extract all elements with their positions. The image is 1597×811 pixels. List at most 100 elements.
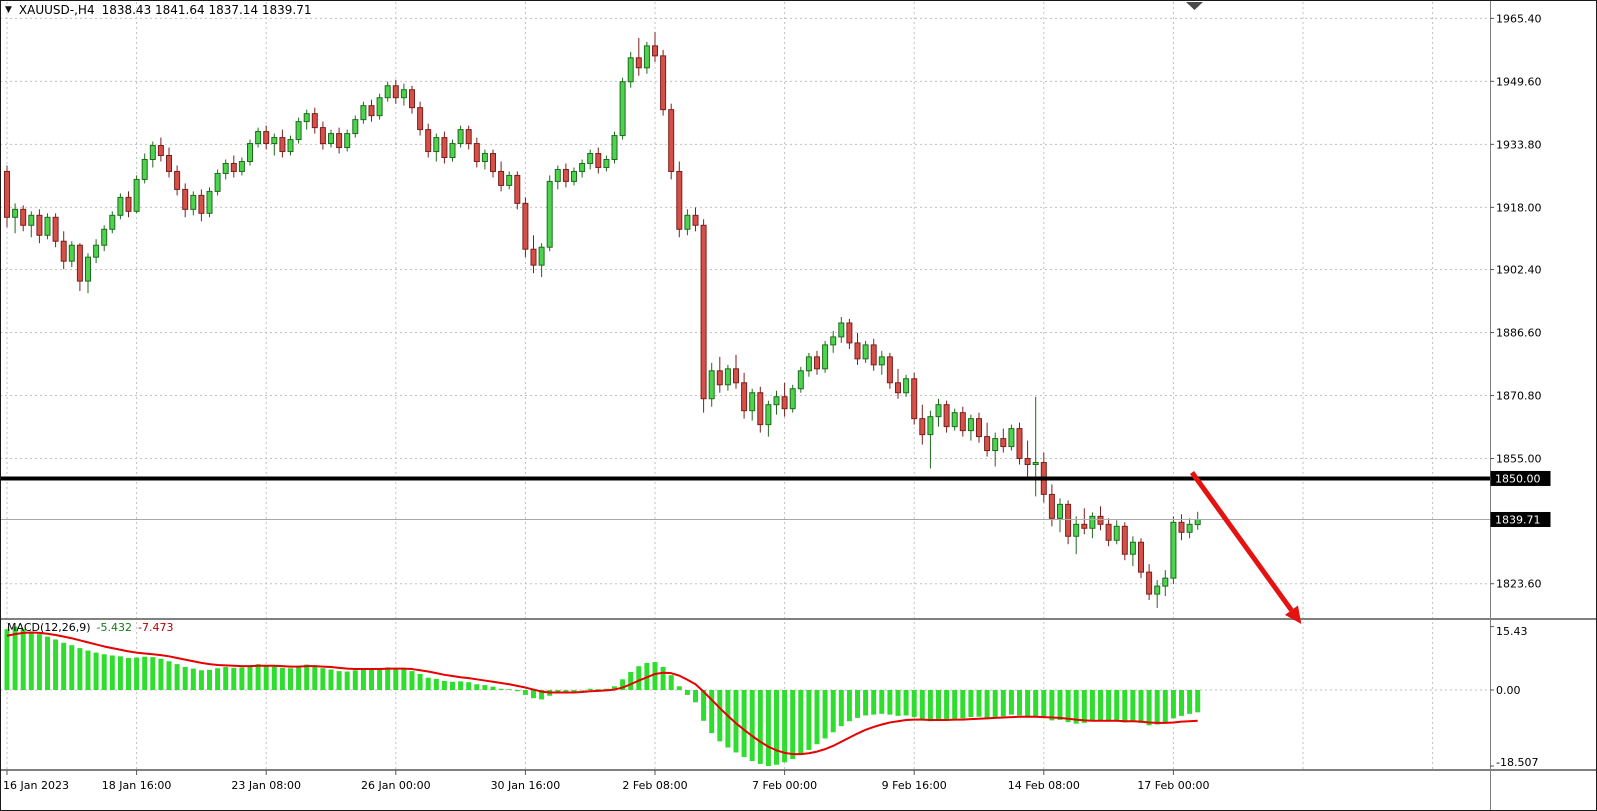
candle-body [733,368,739,384]
candle-up [1154,580,1161,609]
candle-body [530,248,537,266]
macd-histogram-bar [1000,690,1006,717]
candle-body [1162,577,1169,587]
price-axis[interactable] [1490,0,1597,770]
candle-body [1016,428,1023,460]
candle-down [473,137,480,168]
time-tick-label: 30 Jan 16:00 [491,779,561,792]
candle-body [846,322,853,344]
candle-down [562,163,569,188]
candle-up [992,432,999,467]
support-price-badge: 1850.00 [1495,472,1541,485]
macd-histogram-bar [1146,690,1152,726]
candle-down [943,400,950,433]
macd-histogram-bar [693,690,698,703]
candle-body [878,356,885,366]
candle-down [1097,506,1104,531]
candle-body [392,85,399,99]
candle-up [206,187,213,218]
candle-up [579,159,586,178]
macd-histogram-bar [1114,690,1120,721]
candle-body [814,356,820,370]
candle-up [271,133,278,156]
macd-histogram-bar [668,675,674,690]
macd-histogram-bar [571,690,577,692]
candle-body [109,214,116,230]
macd-histogram-bar [320,668,326,690]
candle-body [935,404,942,418]
candle-body [643,45,650,69]
candle-body [28,214,35,226]
candle-body [149,145,156,160]
macd-histogram-bar [166,661,172,690]
macd-histogram-bar [1057,690,1063,720]
candle-body [174,170,181,190]
macd-histogram-bar [992,690,998,718]
time-tick-label: 14 Feb 08:00 [1008,779,1080,792]
candle-body [384,85,391,99]
candle-up [765,400,772,437]
trend-arrow-line[interactable] [1190,471,1294,612]
macd-histogram-bar [522,690,528,695]
candle-body [1186,523,1193,533]
candle-body [206,190,213,214]
candle-down [741,372,748,419]
candle-body [490,153,496,172]
candle-body [481,153,488,162]
macd-histogram-bar [385,667,391,690]
quick-trade-triangle-icon[interactable]: ▼ [5,4,12,15]
candle-down [1138,538,1144,579]
macd-histogram-bar [927,690,933,722]
candle-body [1000,438,1007,448]
candle-body [465,129,472,145]
candle-down [368,99,375,122]
chart-shift-marker-icon[interactable] [1186,2,1203,10]
candle-down [911,372,918,425]
candle-body [68,244,75,262]
candle-body [60,240,67,262]
candle-body [571,170,577,182]
candle-body [76,244,83,282]
macd-histogram-bar [288,668,293,690]
macd-histogram-bar [612,686,617,690]
macd-histogram-bar [587,688,593,690]
macd-histogram-bar [952,690,958,719]
candle-body [498,170,505,186]
candle-body [222,162,229,174]
macd-histogram-bar [450,681,455,690]
macd-tick-label: 15.43 [1496,625,1528,638]
candle-body [587,153,594,164]
candle-up [117,193,124,220]
time-tick-label: 23 Jan 08:00 [231,779,301,792]
candle-down [166,147,172,178]
macd-histogram-bar [684,690,690,695]
candle-up [222,159,229,180]
macd-histogram-bar [490,686,496,690]
macd-histogram-bar [555,690,561,693]
candle-down [522,197,529,258]
candle-down [319,121,326,150]
candle-up [1186,518,1193,539]
candle-body [303,113,310,123]
candle-down [1016,422,1023,465]
candle-body [579,162,586,172]
time-axis[interactable] [0,770,1597,811]
trend-arrow-head[interactable] [1284,605,1302,624]
macd-histogram-bar [409,671,415,690]
macd-histogram-bar [790,690,796,759]
macd-histogram-bar [255,664,261,690]
main-chart-area[interactable] [0,0,1490,619]
candle-down [781,382,788,417]
macd-histogram-bar [1008,690,1014,715]
macd-histogram-bar [304,664,310,690]
macd-histogram-bar [1138,690,1144,723]
candle-body [619,81,626,137]
macd-histogram-bar [733,690,739,753]
macd-pane[interactable] [0,619,1490,770]
macd-histogram-bar [336,671,342,690]
macd-histogram-bar [328,669,334,690]
macd-histogram-bar [231,667,237,690]
macd-histogram-bar [636,666,642,690]
candle-up [611,131,618,164]
